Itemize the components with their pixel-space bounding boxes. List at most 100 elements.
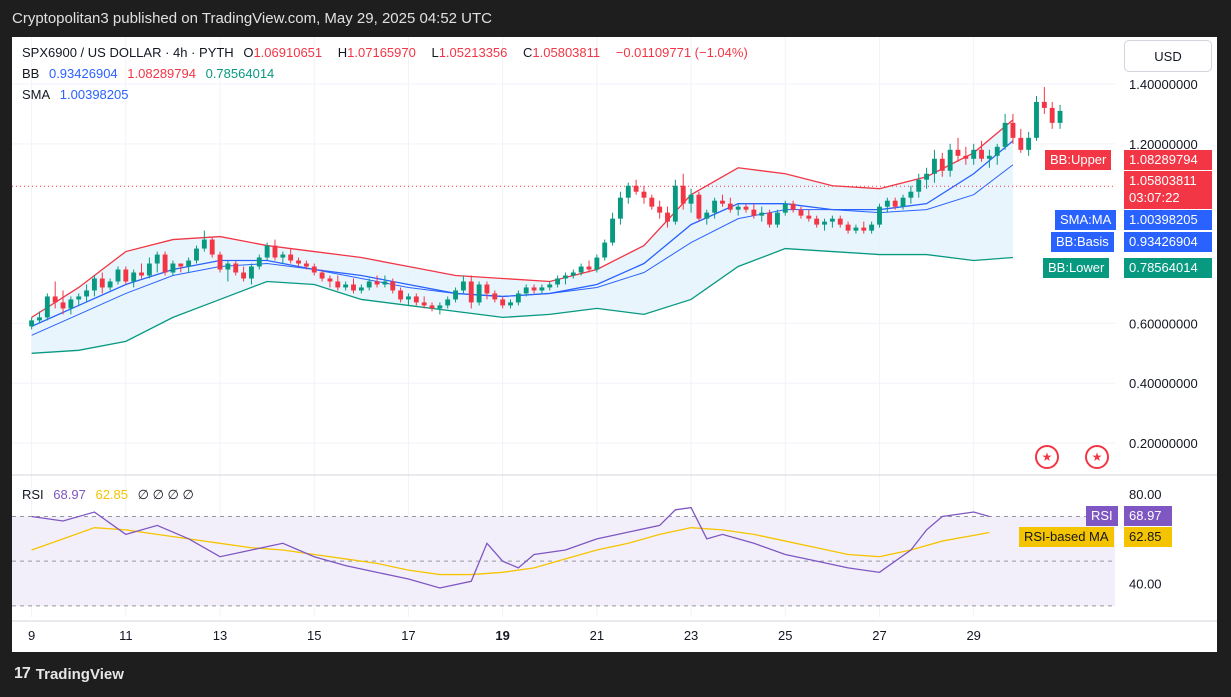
candle-body [1010, 122, 1016, 138]
candle-body [994, 146, 1000, 156]
candle-body [374, 281, 380, 285]
candle-body [1026, 137, 1032, 150]
candle-body [421, 302, 427, 306]
candle-body [617, 197, 623, 219]
candle-body [1049, 107, 1055, 123]
candle-body [1041, 101, 1047, 108]
candle-body [343, 284, 349, 288]
open-value: O1.06910651 [243, 45, 323, 60]
candle-body [280, 254, 286, 258]
candle-body [468, 281, 474, 303]
candle-body [531, 287, 537, 291]
candle-body [476, 284, 482, 303]
rsi-legend-value: 68.97 [53, 487, 86, 502]
candle-body [68, 299, 74, 309]
candle-body [515, 293, 521, 303]
basis-tag-value: 0.93426904 [1124, 232, 1212, 252]
price-tag: 1.05803811 03:07:22 [1124, 171, 1212, 209]
candle-body [233, 263, 239, 273]
candle-body [806, 215, 812, 219]
candle-body [256, 257, 262, 267]
bb-upper-value: 1.08289794 [127, 66, 196, 81]
candle-body [327, 278, 333, 282]
candle-body [201, 239, 207, 249]
candle-body [845, 224, 851, 231]
bb-lower-value: 0.78564014 [205, 66, 275, 81]
symbol-legend: SPX6900 / US DOLLAR · 4h · PYTH O1.06910… [22, 45, 754, 60]
candle-body [139, 272, 144, 276]
bb-band-fill [31, 119, 1013, 354]
us-flag-event-icon-2[interactable]: ★ [1085, 445, 1109, 469]
candle-body [547, 284, 553, 288]
candle-body [649, 197, 655, 207]
candle-body [892, 200, 898, 207]
candle-body [319, 272, 325, 279]
rsi-tag-label: RSI [1086, 506, 1118, 526]
bb-upper-line [31, 119, 1014, 318]
candle-body [657, 206, 663, 213]
candle-body [837, 218, 843, 225]
candle-body [633, 185, 639, 192]
rsi-legend[interactable]: RSI 68.97 62.85 ∅ ∅ ∅ ∅ [22, 487, 200, 503]
price-axis-tick: 0.40000000 [1129, 376, 1198, 391]
candle-body [853, 227, 859, 231]
rsi-tag-value: 68.97 [1124, 506, 1172, 526]
time-axis-tick: 25 [778, 628, 792, 643]
candle-body [107, 281, 113, 288]
candle-body [508, 302, 513, 306]
candle-body [704, 212, 710, 219]
candle-body [178, 263, 184, 267]
candle-body [1057, 110, 1063, 123]
publisher-line: Cryptopolitan3 published on TradingView.… [12, 10, 493, 27]
countdown-value: 03:07:22 [1129, 190, 1180, 205]
bb-legend[interactable]: BB 0.93426904 1.08289794 0.78564014 [22, 66, 280, 81]
bb-basis-value: 0.93426904 [48, 66, 118, 81]
price-axis-tick: 0.20000000 [1129, 436, 1198, 451]
candle-body [594, 257, 600, 270]
us-flag-event-icon[interactable]: ★ [1035, 445, 1059, 469]
rsi-label: RSI [22, 487, 44, 502]
time-axis-tick: 11 [119, 628, 132, 643]
candle-body [60, 302, 66, 309]
candle-body [44, 296, 50, 318]
candle-body [916, 179, 922, 192]
candle-body [610, 218, 615, 243]
candle-body [500, 299, 506, 306]
tradingview-brand[interactable]: 17 TradingView [14, 665, 124, 683]
candle-body [743, 206, 749, 210]
candle-body [712, 200, 718, 213]
candle-body [523, 287, 529, 294]
candle-body [900, 197, 906, 207]
rsi-ma-legend-value: 62.85 [95, 487, 129, 502]
candle-body [798, 209, 804, 216]
candle-body [335, 281, 341, 288]
candle-body [1018, 137, 1024, 150]
low-value: L1.05213356 [431, 45, 508, 60]
candle-body [861, 227, 867, 231]
chart-frame[interactable]: 1.40000000 1.20000000 0.60000000 0.40000000… [12, 37, 1217, 652]
candle-body [264, 245, 270, 258]
candle-body [782, 203, 788, 213]
candle-body [131, 272, 137, 282]
candle-body [1034, 101, 1039, 138]
price-axis-tick: 1.20000000 [1129, 137, 1198, 152]
candle-body [822, 221, 827, 225]
candle-body [971, 149, 977, 159]
currency-button[interactable]: USD [1124, 40, 1212, 72]
candle-body [99, 278, 105, 288]
time-axis-tick: 29 [966, 628, 980, 643]
candle-body [939, 158, 945, 171]
candle-body [429, 305, 435, 309]
candle-body [217, 254, 223, 270]
symbol-title: SPX6900 / US DOLLAR · 4h · PYTH [22, 45, 234, 60]
candle-body [288, 254, 294, 261]
high-value: H1.07165970 [337, 45, 416, 60]
sma-legend[interactable]: SMA 1.00398205 [22, 87, 134, 102]
change-value: −0.01109771 (−1.04%) [615, 45, 748, 60]
candle-body [84, 290, 90, 297]
candle-body [91, 278, 97, 291]
candle-body [602, 242, 608, 258]
chart-svg[interactable]: 1.40000000 1.20000000 0.60000000 0.40000000… [12, 37, 1217, 652]
candle-body [672, 185, 678, 222]
brand-name: TradingView [35, 665, 124, 683]
